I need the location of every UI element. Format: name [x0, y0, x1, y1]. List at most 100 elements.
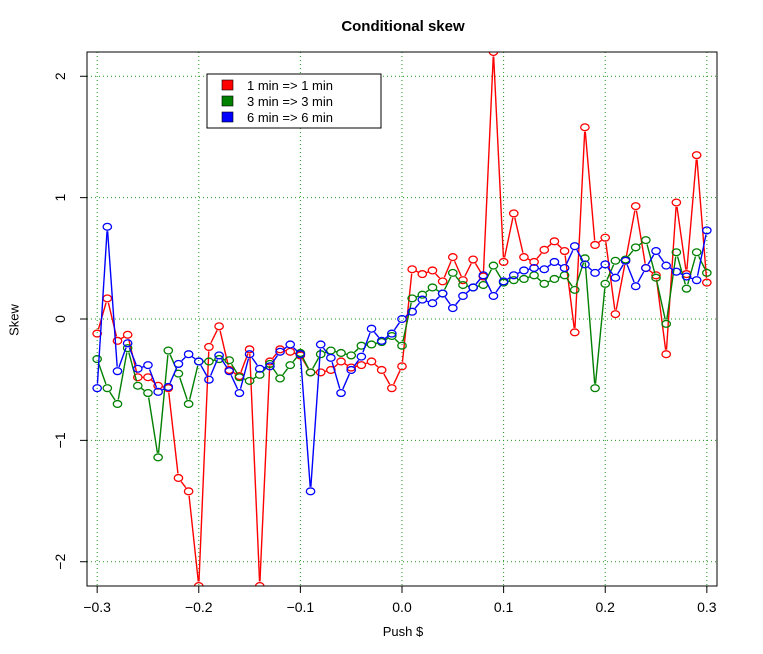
y-tick-label: −1	[52, 432, 68, 448]
series-line-segment	[362, 332, 371, 353]
data-point	[234, 388, 245, 398]
series-line-segment	[607, 267, 614, 275]
series-0	[92, 52, 712, 586]
x-axis: −0.3 −0.2 −0.1 0.0 0.1 0.2 0.3	[83, 586, 717, 615]
series-line-segment	[696, 159, 708, 279]
series-line-segment	[188, 495, 199, 582]
data-point	[701, 268, 712, 277]
data-point	[620, 256, 631, 265]
data-point	[143, 388, 153, 398]
data-point	[132, 373, 143, 382]
data-point	[427, 266, 438, 275]
series-line-segment	[680, 272, 683, 276]
data-point	[651, 246, 661, 256]
data-point	[610, 273, 621, 282]
series-line-segment	[655, 279, 667, 350]
series-line-segment	[243, 378, 246, 381]
data-point	[407, 265, 418, 274]
data-point	[336, 348, 346, 358]
data-point	[285, 340, 296, 349]
series-line-segment	[565, 249, 574, 265]
series-line-segment	[527, 276, 531, 279]
data-point	[143, 373, 153, 382]
data-point	[183, 350, 194, 359]
data-point	[580, 260, 590, 269]
series-line-segment	[527, 258, 531, 261]
data-point	[671, 248, 682, 257]
series-line-segment	[198, 351, 210, 582]
series-line-segment	[219, 330, 229, 366]
series-line-segment	[426, 271, 429, 274]
series-line-segment	[168, 392, 179, 474]
data-point	[132, 364, 143, 373]
data-point	[397, 341, 407, 350]
x-tick-label: 0.1	[494, 599, 514, 615]
series-line-segment	[605, 242, 616, 310]
data-point	[102, 294, 113, 303]
data-point	[427, 283, 438, 292]
legend-swatch	[221, 111, 234, 123]
x-axis-label: Push $	[382, 624, 424, 639]
series-line-segment	[333, 363, 339, 368]
series-line-segment	[507, 277, 511, 280]
series-line-segment	[444, 276, 452, 290]
data-point	[92, 329, 103, 338]
y-tick-label: 0	[52, 315, 68, 323]
series-line-segment	[669, 267, 673, 270]
series-line-segment	[617, 264, 624, 275]
series-line-segment	[157, 354, 169, 453]
series-line-segment	[230, 363, 238, 374]
series-line-segment	[443, 260, 452, 278]
data-point	[691, 276, 702, 285]
data-point	[539, 245, 550, 254]
y-tick-label: −2	[52, 554, 68, 570]
data-point	[549, 237, 560, 246]
data-point	[122, 330, 133, 339]
data-point	[641, 236, 651, 245]
data-point	[681, 272, 692, 281]
data-point	[641, 263, 651, 273]
series-line-segment	[656, 281, 666, 320]
series-line-segment	[365, 362, 368, 365]
series-line-segment	[566, 278, 573, 287]
data-point	[559, 246, 570, 256]
data-point	[366, 357, 377, 366]
series-line-segment	[484, 279, 493, 293]
data-point	[661, 350, 672, 359]
series-line-segment	[547, 243, 552, 248]
data-point	[132, 381, 143, 390]
series-line-segment	[492, 56, 505, 258]
data-point	[407, 307, 418, 316]
series-line-segment	[444, 296, 451, 305]
data-point	[630, 202, 641, 211]
data-point	[386, 329, 397, 338]
data-point	[315, 368, 326, 377]
data-point	[600, 233, 611, 242]
series-line-segment	[465, 289, 471, 294]
series-line-segment	[584, 262, 596, 384]
series-line-segment	[625, 210, 636, 257]
series-line-segment	[141, 387, 145, 391]
data-point	[417, 290, 428, 299]
data-point	[498, 277, 509, 286]
series-line-segment	[587, 266, 593, 271]
data-point	[214, 322, 224, 331]
data-point	[590, 268, 600, 277]
legend-label: 6 min => 6 min	[247, 110, 333, 125]
data-point	[265, 359, 275, 368]
data-point	[508, 271, 519, 280]
series-line-segment	[191, 356, 196, 360]
data-point	[112, 336, 123, 345]
data-point	[386, 384, 397, 393]
series-line-segment	[564, 255, 575, 328]
series-line-segment	[576, 249, 584, 261]
series-line-segment	[96, 231, 108, 384]
series-line-segment	[210, 330, 218, 344]
series-line-segment	[292, 355, 299, 363]
data-point	[224, 367, 235, 376]
legend-box	[206, 73, 382, 129]
series-line-segment	[169, 354, 178, 370]
data-point	[346, 351, 357, 360]
series-line-segment	[637, 271, 645, 283]
data-point	[143, 361, 153, 370]
